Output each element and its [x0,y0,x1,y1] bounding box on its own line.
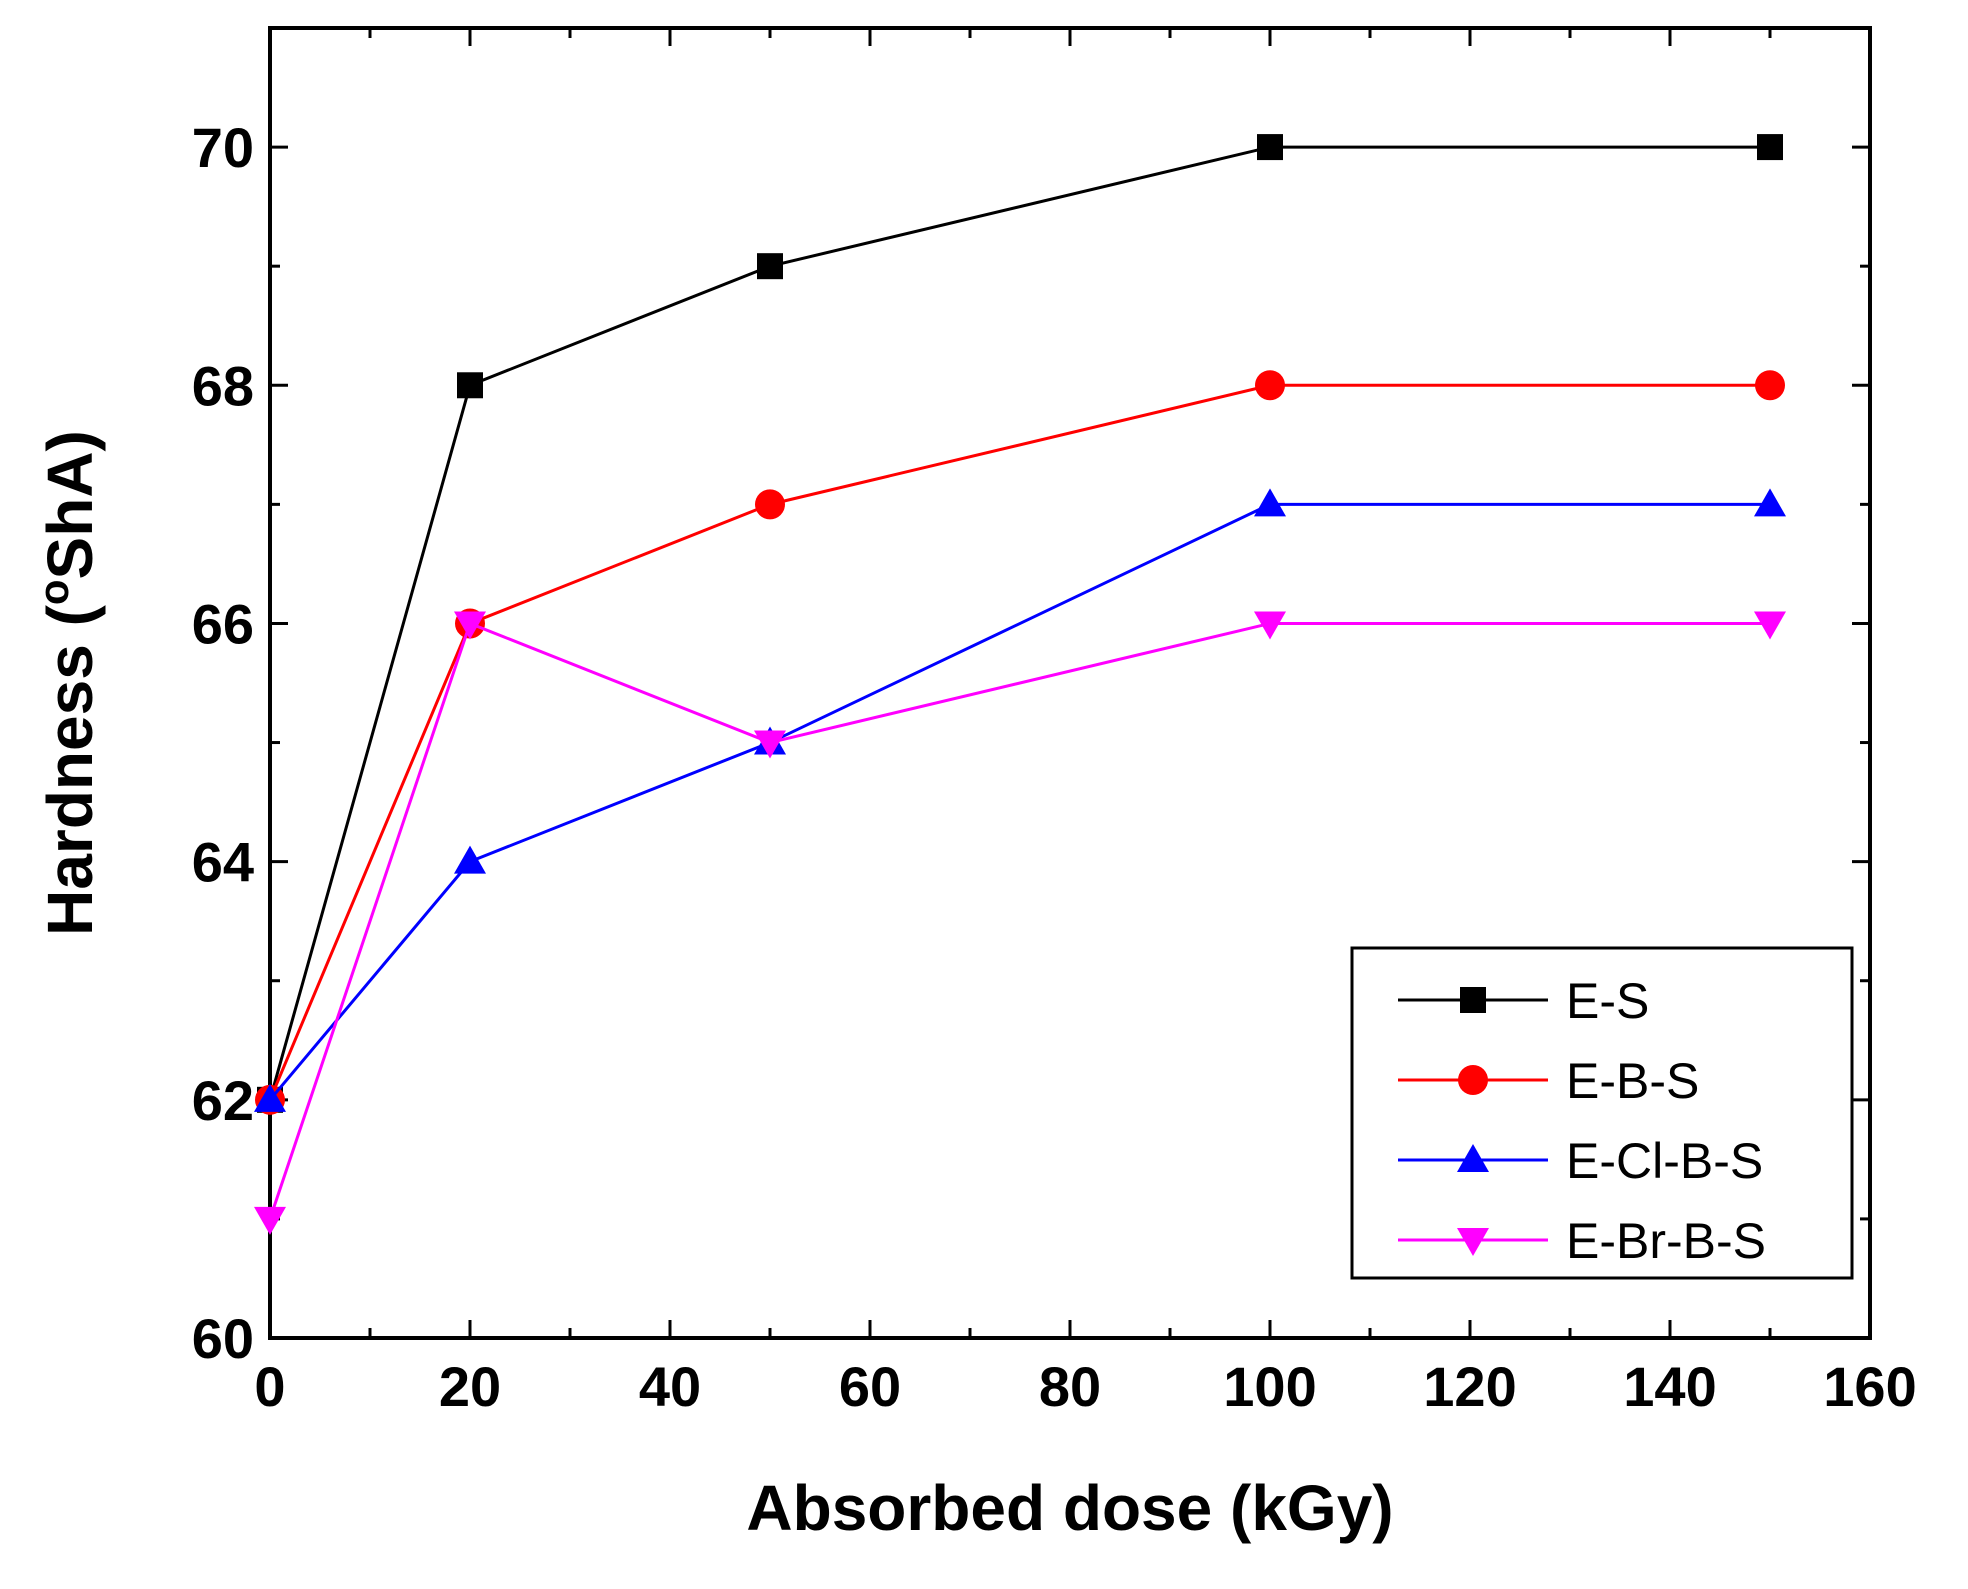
series-layer [254,134,1786,1235]
x-tick-label: 40 [639,1355,701,1418]
data-point-E-S [457,372,483,399]
data-point-E-Cl-B-S [254,1083,286,1112]
y-tick-label: 60 [192,1307,254,1370]
data-point-E-Cl-B-S [1254,488,1286,517]
data-point-E-B-S [755,489,785,520]
y-tick-label: 68 [192,354,254,417]
data-point-E-Br-B-S [1254,611,1286,640]
data-point-E-Br-B-S [1754,611,1786,640]
data-point-E-Br-B-S [254,1206,286,1235]
legend-marker [1457,1228,1489,1256]
x-tick-label: 60 [839,1355,901,1418]
data-point-E-Cl-B-S [454,845,486,874]
data-point-E-Br-B-S [454,611,486,640]
y-tick-label: 70 [192,116,254,179]
y-axis-title-main: Hardness ( [34,604,106,935]
data-point-E-B-S [1255,370,1285,401]
x-axis-title: Absorbed dose (kGy) [746,1472,1393,1544]
legend-marker [1460,987,1486,1013]
legend-label: E-B-S [1566,1053,1699,1109]
legend-marker [1457,1144,1489,1172]
x-tick-label: 20 [439,1355,501,1418]
y-axis-title-unit: ShA) [34,430,106,579]
y-tick-label: 64 [192,831,254,894]
x-tick-label: 80 [1039,1355,1101,1418]
axis-ticks: 0 20 40 60 80 100 120 140 160 60 62 64 66 68 70 [192,26,1917,1418]
data-point-E-Cl-B-S [1754,488,1786,517]
y-tick-label: 62 [192,1069,254,1132]
legend-box [1350,946,1854,1280]
legend-label: E-Cl-B-S [1566,1133,1763,1189]
data-point-E-Br-B-S [754,730,786,759]
data-point-E-S [757,253,783,280]
x-tick-label: 120 [1423,1355,1516,1418]
legend-label: E-S [1566,973,1649,1029]
data-point-E-B-S [1755,370,1785,401]
data-point-E-S [1757,134,1783,161]
y-tick-label: 66 [192,592,254,655]
data-point-E-S [1257,134,1283,161]
y-axis-title: Hardness (oShA) [30,430,106,936]
legend: E-S E-B-S E-Cl-B-S E-Br-B-S [1350,946,1854,1280]
y-axis-title-degree: o [30,579,77,605]
legend-label: E-Br-B-S [1566,1213,1766,1269]
x-tick-label: 0 [254,1355,285,1418]
x-tick-label: 100 [1223,1355,1316,1418]
legend-marker [1458,1065,1488,1095]
x-tick-label: 140 [1623,1355,1716,1418]
x-tick-label: 160 [1823,1355,1916,1418]
